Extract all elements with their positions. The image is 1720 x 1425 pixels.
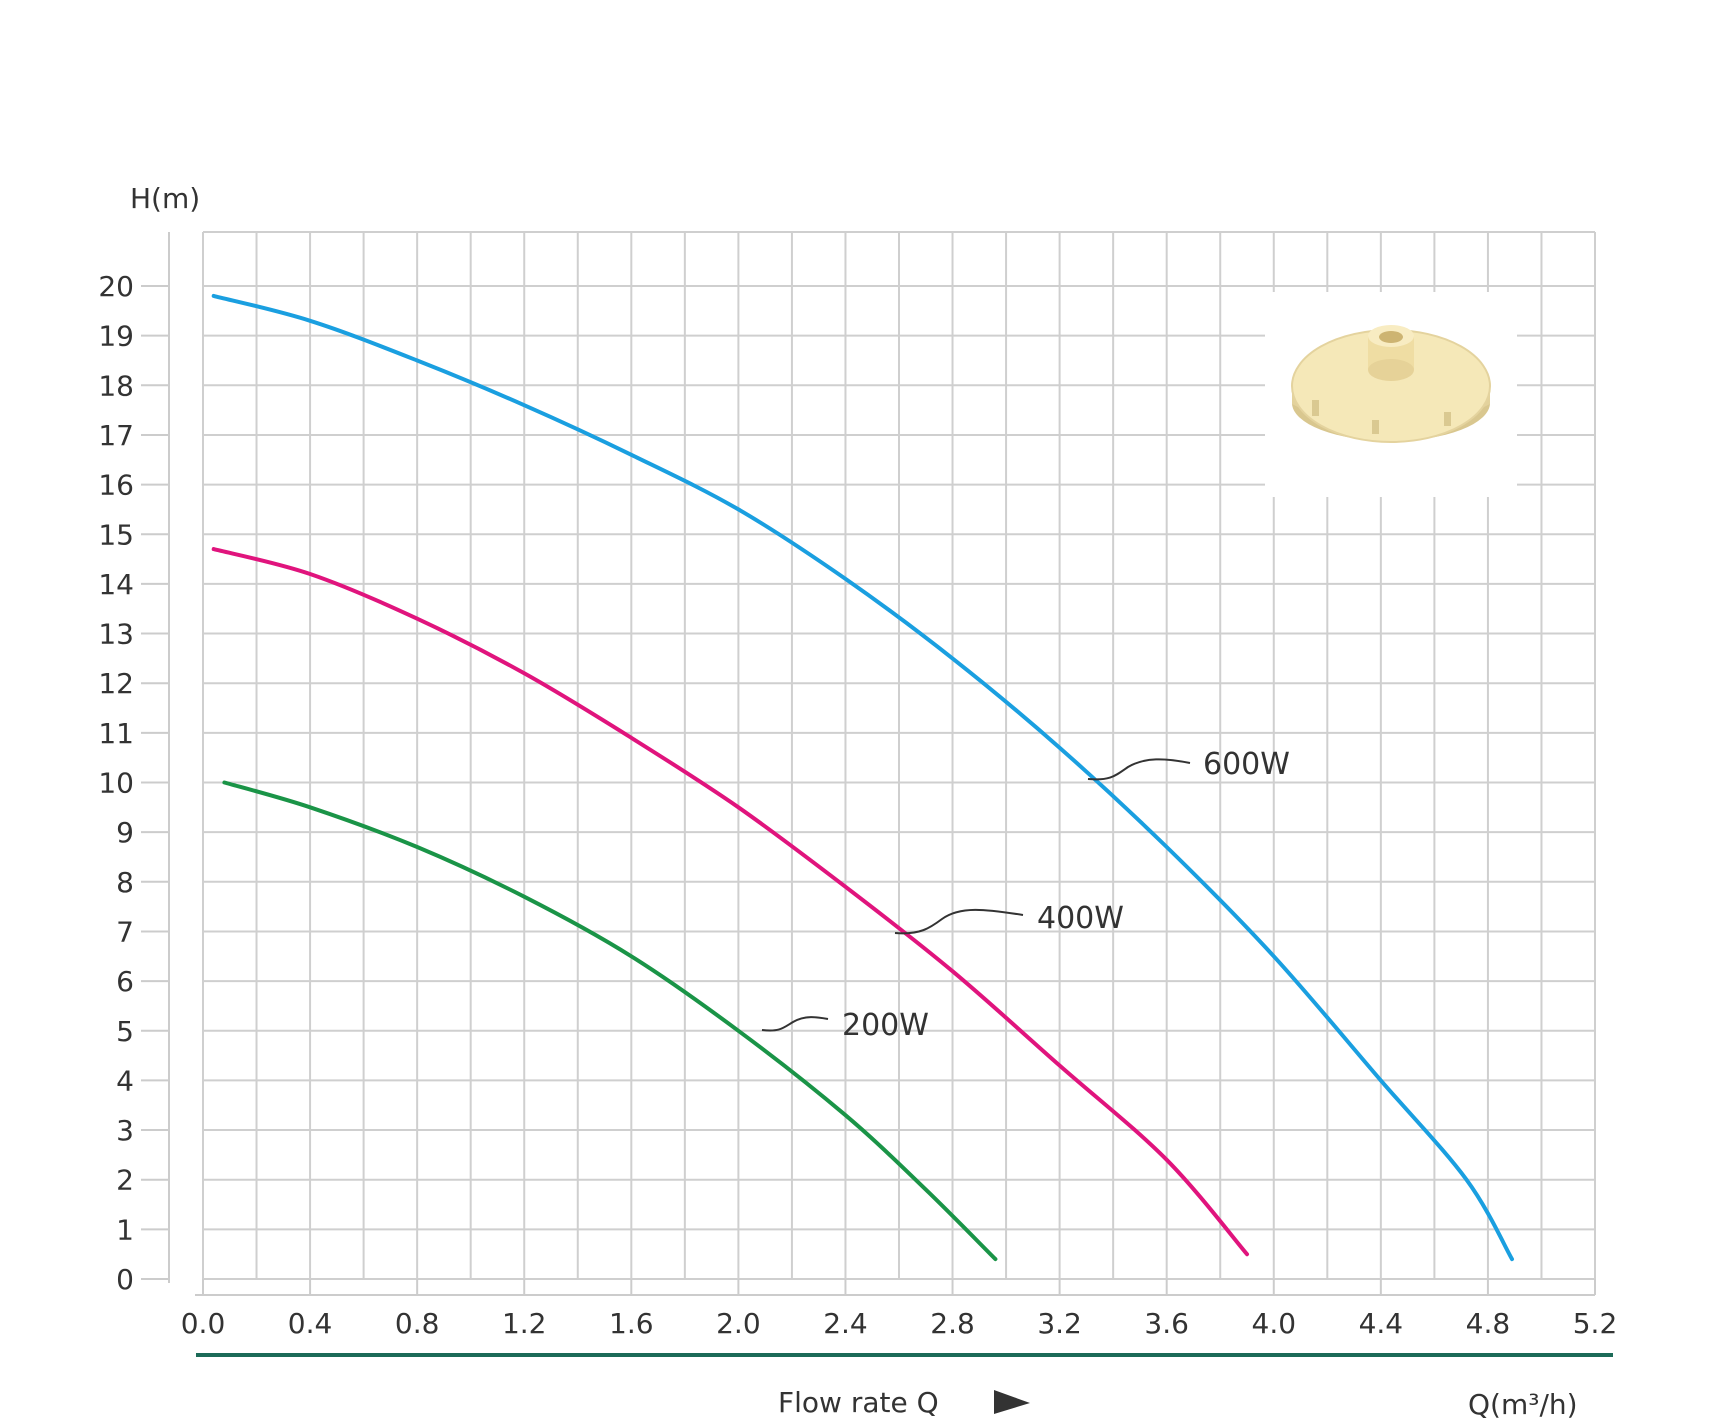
x-tick-label: 0.8 (395, 1307, 440, 1340)
leader-line-400w (894, 908, 1024, 935)
y-tick-label: 11 (98, 717, 134, 750)
y-tick-label: 18 (98, 369, 134, 402)
x-tick-label: 4.0 (1252, 1307, 1297, 1340)
series-label-200w: 200W (842, 1008, 929, 1043)
x-tick-label: 3.6 (1144, 1307, 1189, 1340)
x-axis-unit-label: Q(m³/h) (1468, 1388, 1578, 1421)
y-tick-label: 17 (98, 419, 134, 452)
leader-line-600w (1087, 758, 1191, 781)
y-tick-label: 12 (98, 667, 134, 700)
y-tick-label: 4 (116, 1064, 134, 1097)
series-label-leaders: 600W 400W 200W (761, 747, 1290, 1043)
x-tick-label: 1.2 (502, 1307, 547, 1340)
y-tick-label: 0 (116, 1263, 134, 1296)
curve-400w (211, 547, 1249, 1257)
x-tick-label: 2.4 (823, 1307, 868, 1340)
x-tick-label: 0.0 (181, 1307, 226, 1340)
x-tick-label: 4.4 (1359, 1307, 1404, 1340)
y-tick-label: 16 (98, 469, 134, 502)
x-axis-label: Flow rate Q (778, 1386, 939, 1419)
series-label-600w: 600W (1203, 747, 1290, 782)
curve-200w (222, 780, 998, 1262)
x-tick-label: 3.2 (1037, 1307, 1082, 1340)
triangle-right-icon (994, 1390, 1030, 1414)
x-tick-label: 5.2 (1573, 1307, 1618, 1340)
y-tick-label: 10 (98, 767, 134, 800)
x-tick-label: 2.8 (930, 1307, 975, 1340)
y-tick-label: 9 (116, 816, 134, 849)
impeller-image (1265, 292, 1517, 497)
curve-600w (211, 293, 1514, 1262)
y-tick-label: 1 (116, 1213, 134, 1246)
y-axis-label: H(m) (130, 182, 200, 215)
y-tick-label: 15 (98, 518, 134, 551)
x-tick-label: 1.6 (609, 1307, 654, 1340)
y-tick-label: 14 (98, 568, 134, 601)
x-tick-label: 4.8 (1466, 1307, 1511, 1340)
y-tick-label: 2 (116, 1164, 134, 1197)
series-label-400w: 400W (1037, 901, 1124, 936)
y-tick-label: 20 (98, 270, 134, 303)
x-tick-label: 2.0 (716, 1307, 761, 1340)
y-tick-label: 5 (116, 1015, 134, 1048)
leader-line-200w (761, 1016, 829, 1032)
y-tick-label: 8 (116, 866, 134, 899)
y-tick-label: 19 (98, 320, 134, 353)
chart-axes (141, 232, 1596, 1296)
pump-curves (211, 293, 1514, 1262)
y-tick-label: 6 (116, 965, 134, 998)
y-tick-label: 3 (116, 1114, 134, 1147)
y-tick-label: 7 (116, 915, 134, 948)
x-tick-label: 0.4 (288, 1307, 333, 1340)
y-tick-label: 13 (98, 618, 134, 651)
